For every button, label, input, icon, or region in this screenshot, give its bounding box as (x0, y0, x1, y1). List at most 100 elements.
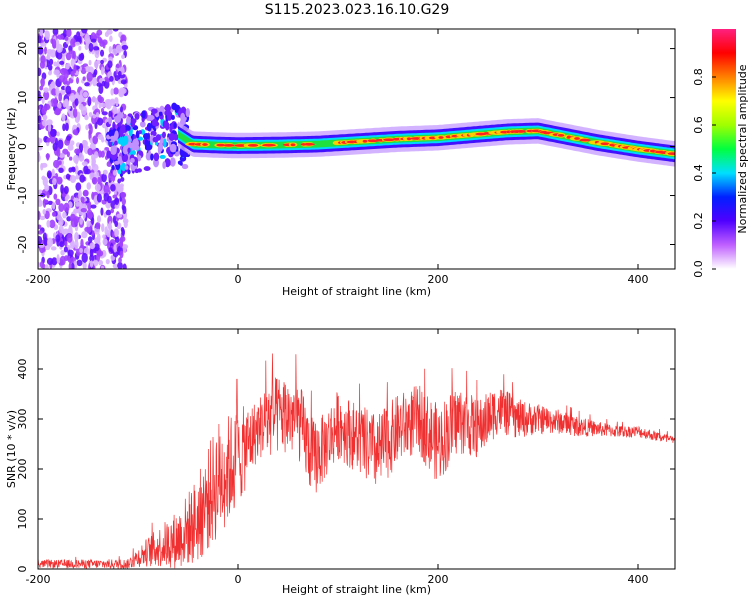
noise-blob (69, 213, 76, 222)
scatter-blob (138, 151, 143, 156)
noise-blob (79, 174, 86, 183)
noise-blob (107, 60, 113, 69)
scatter-blob (153, 152, 160, 162)
scatter-blob (158, 111, 163, 116)
noise-blob (87, 148, 93, 156)
noise-blob (62, 148, 69, 155)
scatter-blob (161, 131, 167, 139)
noise-blob (94, 199, 99, 205)
ridge-peak (303, 142, 315, 146)
x-axis-label: Height of straight line (km) (282, 285, 431, 298)
noise-blob (84, 43, 89, 51)
noise-blob (122, 263, 127, 269)
noise-blob (38, 35, 42, 44)
noise-blob (38, 110, 41, 117)
noise-blob (78, 53, 84, 61)
noise-blob (47, 123, 52, 132)
noise-blob (116, 213, 123, 218)
ridge-peak (600, 142, 610, 146)
noise-blob (120, 79, 127, 85)
noise-blob (63, 70, 69, 79)
scatter-blob (171, 102, 178, 110)
ridge-peak (262, 143, 276, 147)
ridge-peak (216, 143, 226, 147)
noise-blob (58, 225, 64, 234)
y-tick-label: -20 (16, 236, 29, 254)
noise-blob (78, 45, 82, 51)
noise-blob (114, 229, 119, 237)
scatter-blob (111, 165, 115, 171)
scatter-blob (122, 135, 129, 146)
noise-blob (75, 77, 80, 85)
scatter-blob (170, 114, 175, 120)
noise-blob (110, 208, 115, 214)
scatter-blob (117, 112, 124, 119)
noise-blob (58, 74, 66, 83)
ridge-peak (383, 138, 395, 142)
noise-blob (59, 255, 66, 266)
noise-blob (92, 135, 99, 145)
noise-blob (81, 29, 88, 34)
noise-blob (88, 112, 93, 118)
noise-blob (79, 247, 83, 253)
noise-blob (44, 184, 50, 192)
noise-blob (87, 236, 93, 243)
noise-blob (43, 237, 49, 246)
noise-blob (63, 185, 69, 195)
noise-blob (38, 261, 41, 268)
noise-blob (58, 217, 64, 227)
noise-blob (41, 119, 48, 127)
noise-blob (51, 201, 56, 210)
noise-blob (77, 189, 82, 200)
noise-blob (48, 70, 52, 76)
noise-blob (97, 176, 101, 184)
noise-blob (46, 49, 53, 55)
noise-blob (54, 109, 61, 116)
noise-blob (105, 102, 110, 109)
noise-blob (97, 117, 104, 126)
x-tick-label: 0 (235, 273, 242, 286)
noise-blob (84, 82, 90, 87)
noise-blob (68, 262, 72, 269)
noise-blob (98, 150, 102, 158)
noise-blob (78, 151, 83, 161)
noise-blob (88, 59, 92, 66)
noise-blob (60, 184, 64, 194)
noise-blob (39, 29, 44, 37)
noise-blob (49, 58, 54, 66)
noise-blob (44, 264, 49, 269)
noise-blob (46, 153, 50, 161)
noise-blob (51, 38, 57, 48)
scatter-blob (179, 161, 183, 166)
noise-blob (105, 209, 112, 216)
scatter-blob (138, 130, 142, 135)
noise-blob (70, 241, 75, 250)
scatter-blob (114, 160, 120, 165)
noise-blob (40, 77, 45, 88)
noise-blob (50, 246, 57, 251)
noise-blob (63, 246, 68, 253)
noise-blob (73, 64, 77, 74)
noise-blob (64, 98, 70, 107)
x-tick-label: 400 (628, 273, 649, 286)
noise-blob (75, 201, 81, 207)
noise-blob (43, 87, 49, 93)
noise-blob (87, 201, 92, 211)
noise-blob (50, 128, 57, 137)
x-tick-label: 400 (628, 573, 649, 586)
noise-blob (68, 45, 73, 52)
y-axis-label: SNR (10 * v/v) (5, 410, 18, 488)
noise-blob (38, 137, 42, 143)
noise-blob (38, 114, 42, 124)
y-tick-label: 0 (16, 143, 29, 150)
noise-blob (43, 46, 48, 55)
ridge-peak (290, 143, 296, 147)
x-tick-label: 0 (235, 573, 242, 586)
noise-blob (89, 124, 93, 135)
noise-blob (64, 122, 69, 132)
noise-blob (98, 96, 105, 104)
noise-blob (42, 199, 49, 204)
scatter-blob (121, 162, 126, 172)
noise-blob (93, 60, 99, 69)
